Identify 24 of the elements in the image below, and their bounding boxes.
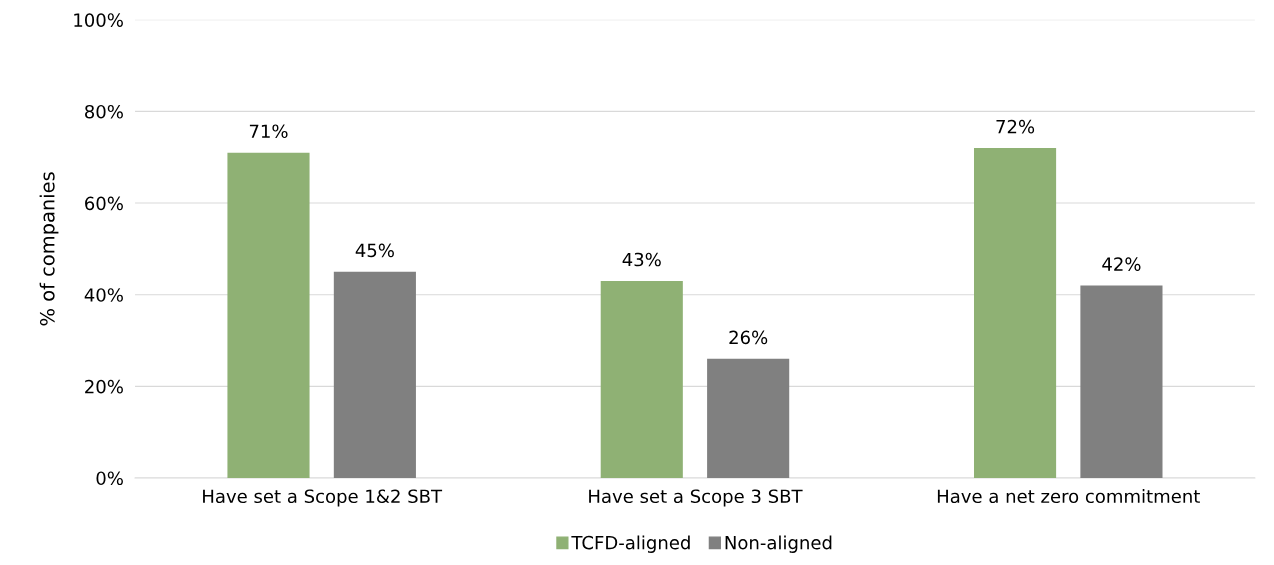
y-tick-label: 40% [84, 288, 123, 302]
data-label: 71% [249, 124, 288, 139]
x-tick-label: Have set a Scope 1&2 SBT [203, 489, 443, 507]
y-tick-label: 60% [85, 196, 123, 211]
y-tick-label: 80% [85, 104, 123, 119]
legend-label: TCFD-aligned [571, 535, 690, 553]
bar [333, 271, 416, 478]
bar [707, 358, 790, 478]
bar [227, 152, 310, 478]
bar [974, 148, 1057, 478]
x-tick-label: Have a net zero commitment [937, 489, 1200, 504]
bar [600, 280, 683, 478]
y-tick-label: 100% [74, 13, 123, 27]
data-label: 45% [355, 243, 394, 258]
data-label: 72% [996, 119, 1035, 134]
y-tick-label: 20% [85, 379, 123, 394]
data-label: 26% [729, 330, 768, 345]
y-axis-title: % of companies [39, 172, 59, 326]
x-tick-label: Have set a Scope 3 SBT [589, 489, 803, 507]
bar [1080, 285, 1163, 478]
data-label: 43% [622, 252, 661, 267]
data-label: 42% [1102, 257, 1141, 271]
legend-label: Non-aligned [725, 535, 832, 553]
y-tick-label: 0% [96, 471, 123, 486]
